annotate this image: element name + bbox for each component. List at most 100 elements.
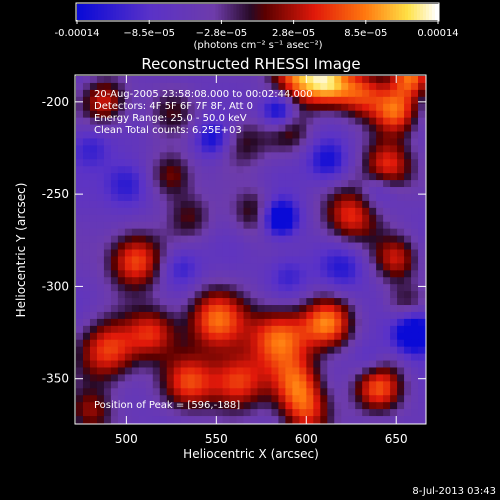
heatmap-cell xyxy=(383,305,391,313)
heatmap-cell xyxy=(355,110,363,119)
heatmap-cell xyxy=(229,263,238,271)
heatmap-cell xyxy=(103,235,112,244)
heatmap-cell xyxy=(152,103,161,112)
heatmap-cell xyxy=(124,207,133,216)
heatmap-cell xyxy=(313,180,321,188)
heatmap-cell xyxy=(418,173,426,181)
heatmap-cell xyxy=(299,124,307,133)
heatmap-cell xyxy=(76,270,84,278)
heatmap-cell xyxy=(383,325,391,334)
heatmap-cell xyxy=(362,263,370,271)
colorbar-cell xyxy=(350,4,355,20)
heatmap-cell xyxy=(159,256,168,264)
heatmap-cell xyxy=(362,131,370,139)
heatmap-cell xyxy=(257,249,265,257)
heatmap-cell xyxy=(166,298,175,306)
heatmap-cell xyxy=(313,291,321,299)
heatmap-cell xyxy=(166,249,175,257)
heatmap-cell xyxy=(292,367,300,375)
heatmap-cell xyxy=(110,381,119,389)
heatmap-cell xyxy=(411,200,419,209)
heatmap-cell xyxy=(348,138,356,146)
heatmap-cell xyxy=(264,325,272,334)
heatmap-cell xyxy=(250,360,258,368)
heatmap-cell xyxy=(215,416,224,424)
heatmap-cell xyxy=(362,395,370,403)
heatmap-cell xyxy=(82,277,91,285)
heatmap-cell xyxy=(383,367,391,375)
heatmap-cell xyxy=(257,193,265,202)
heatmap-cell xyxy=(229,187,238,195)
heatmap-cell xyxy=(222,228,231,237)
heatmap-cell xyxy=(334,187,342,195)
heatmap-cell xyxy=(271,318,279,327)
heatmap-cell xyxy=(131,395,140,403)
heatmap-cell xyxy=(89,346,98,355)
heatmap-cell xyxy=(299,339,307,348)
heatmap-cell xyxy=(236,381,245,389)
annotation-block: 20-Aug-2005 23:58:08.000 to 00:02:44.000… xyxy=(94,89,313,136)
heatmap-cell xyxy=(117,221,126,230)
heatmap-cell xyxy=(327,221,335,230)
heatmap-cell xyxy=(222,284,231,292)
heatmap-cell xyxy=(82,395,91,403)
heatmap-cell xyxy=(76,256,84,264)
heatmap-cell xyxy=(397,270,405,278)
heatmap-cell xyxy=(264,270,272,278)
heatmap-cell xyxy=(117,96,126,105)
heatmap-cell xyxy=(250,89,258,98)
heatmap-cell xyxy=(362,305,370,313)
heatmap-cell xyxy=(208,159,217,167)
heatmap-cell xyxy=(124,360,133,368)
heatmap-cell xyxy=(257,318,265,327)
heatmap-cell xyxy=(418,214,426,223)
heatmap-cell xyxy=(418,374,426,382)
heatmap-cell xyxy=(82,325,91,334)
heatmap-cell xyxy=(117,291,126,299)
heatmap-cell xyxy=(278,173,286,181)
heatmap-cell xyxy=(397,96,405,105)
heatmap-cell xyxy=(306,339,314,348)
heatmap-cell xyxy=(292,193,300,202)
heatmap-cell xyxy=(229,173,238,181)
heatmap-cell xyxy=(103,305,112,313)
heatmap-cell xyxy=(208,131,217,139)
heatmap-cell xyxy=(110,117,119,126)
heatmap-cell xyxy=(257,173,265,181)
heatmap-cell xyxy=(138,131,147,139)
heatmap-cell xyxy=(369,395,377,403)
heatmap-cell xyxy=(320,180,328,188)
heatmap-cell xyxy=(215,235,224,244)
heatmap-cell xyxy=(124,180,133,188)
heatmap-cell xyxy=(299,180,307,188)
heatmap-cell xyxy=(285,138,293,146)
heatmap-cell xyxy=(173,166,182,174)
heatmap-cell xyxy=(236,270,245,278)
heatmap-cell xyxy=(369,381,377,389)
heatmap-cell xyxy=(348,270,356,278)
heatmap-cell xyxy=(103,159,112,167)
heatmap-cell xyxy=(76,193,84,202)
heatmap-cell xyxy=(313,117,321,126)
heatmap-cell xyxy=(76,228,84,237)
heatmap-cell xyxy=(117,166,126,174)
heatmap-cell xyxy=(201,311,210,320)
heatmap-cell xyxy=(285,388,293,396)
heatmap-cell xyxy=(166,152,175,160)
heatmap-cell xyxy=(264,159,272,167)
heatmap-cell xyxy=(334,311,342,320)
heatmap-cell xyxy=(215,228,224,237)
heatmap-cell xyxy=(89,311,98,320)
heatmap-cell xyxy=(250,166,258,174)
heatmap-cell xyxy=(180,96,189,105)
heatmap-cell xyxy=(355,76,363,84)
heatmap-cell xyxy=(96,360,105,368)
heatmap-cell xyxy=(348,402,356,410)
heatmap-cell xyxy=(159,152,168,160)
heatmap-cell xyxy=(320,395,328,403)
heatmap-cell xyxy=(243,138,251,146)
heatmap-cell xyxy=(110,249,119,257)
heatmap-cell xyxy=(76,360,84,368)
heatmap-cell xyxy=(313,145,321,153)
heatmap-cell xyxy=(257,270,265,278)
